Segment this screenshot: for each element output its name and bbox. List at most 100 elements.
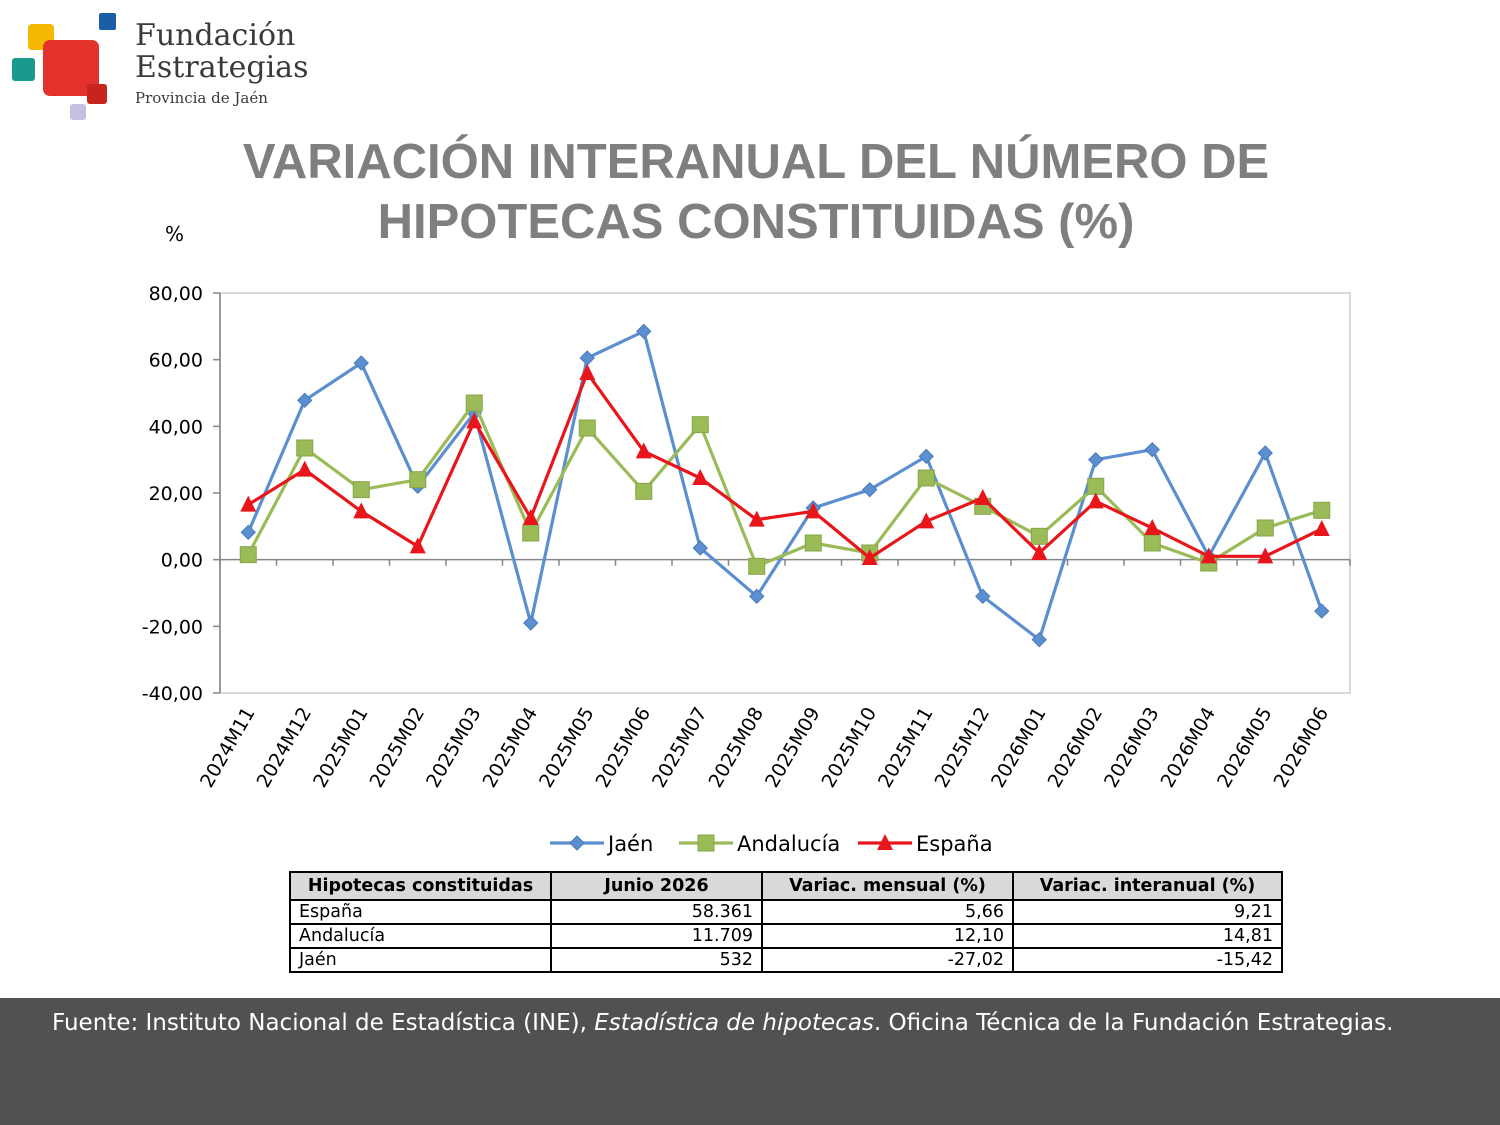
y-tick-label: 20,00 bbox=[149, 483, 203, 505]
x-tick-label: 2025M03 bbox=[422, 704, 486, 792]
data-point bbox=[1313, 501, 1331, 519]
x-tick-label: 2025M12 bbox=[931, 704, 995, 792]
table-row: Andalucía 11.709 12,10 14,81 bbox=[289, 923, 1283, 949]
data-point bbox=[353, 355, 369, 371]
legend-marker bbox=[569, 835, 585, 851]
x-tick-label: 2025M11 bbox=[874, 704, 938, 792]
data-point bbox=[1031, 631, 1047, 648]
legend: Jaén Andalucía España bbox=[550, 832, 993, 856]
data-point bbox=[523, 615, 539, 631]
footer: Fuente: Instituto Nacional de Estadístic… bbox=[0, 998, 1500, 1125]
x-tick-label: 2025M08 bbox=[705, 704, 769, 792]
data-point bbox=[522, 509, 539, 525]
line-chart: 80,00 60,00 40,00 20,00 0,00 -20,00 -40,00 202… bbox=[142, 283, 1351, 856]
table-cell: -15,42 bbox=[1012, 947, 1283, 973]
x-tick-label: 2026M02 bbox=[1044, 704, 1108, 792]
table-header-cell: Hipotecas constituidas bbox=[289, 871, 552, 901]
data-point bbox=[861, 549, 878, 565]
legend-label: Andalucía bbox=[737, 832, 840, 856]
data-point bbox=[691, 416, 709, 434]
logo-square-lavender bbox=[70, 104, 86, 120]
data-point bbox=[239, 546, 257, 564]
data-point bbox=[918, 512, 935, 529]
data-point bbox=[1257, 445, 1273, 461]
logo-square-blue bbox=[99, 13, 116, 30]
x-tick-label: 2025M01 bbox=[309, 704, 373, 792]
data-point bbox=[1144, 441, 1160, 458]
source-publication: Estadística de hipotecas bbox=[594, 1010, 874, 1036]
data-point bbox=[1088, 451, 1104, 468]
logo-square-teal bbox=[12, 58, 35, 81]
x-tick-label: 2025M07 bbox=[648, 704, 712, 792]
logo-text-line1: Fundación bbox=[135, 18, 296, 53]
table-header-row: Hipotecas constituidas Junio 2026 Variac… bbox=[289, 871, 1283, 901]
series-line bbox=[246, 329, 1324, 642]
logo: Fundación Estrategias Provincia de Jaén bbox=[0, 0, 320, 125]
legend-label: Jaén bbox=[606, 832, 653, 856]
y-tick-label: 40,00 bbox=[149, 416, 203, 438]
table-cell: -27,02 bbox=[761, 947, 1014, 973]
y-tick-label: 0,00 bbox=[161, 550, 203, 572]
table-cell: 14,81 bbox=[1012, 923, 1283, 949]
data-point bbox=[975, 588, 991, 605]
data-point bbox=[296, 439, 314, 457]
series-jaen bbox=[240, 323, 1330, 648]
legend-marker bbox=[877, 834, 893, 850]
data-point bbox=[805, 502, 822, 519]
data-point bbox=[974, 489, 991, 505]
data-point bbox=[1087, 477, 1105, 495]
x-tick-label: 2026M03 bbox=[1100, 704, 1164, 792]
plot-area bbox=[219, 292, 1351, 694]
data-point bbox=[466, 412, 483, 429]
chart-title-line2: HIPOTECAS CONSTITUIDAS (%) bbox=[377, 195, 1135, 249]
data-point bbox=[352, 481, 370, 499]
table-cell: España bbox=[289, 899, 552, 925]
table-cell: 5,66 bbox=[761, 899, 1014, 925]
legend-label: España bbox=[916, 832, 993, 856]
data-point bbox=[1200, 547, 1217, 564]
logo-mark bbox=[12, 13, 116, 120]
x-tick-label: 2024M11 bbox=[196, 704, 260, 792]
data-point bbox=[1257, 547, 1274, 564]
data-point bbox=[240, 495, 257, 512]
data-point bbox=[1031, 544, 1048, 560]
table-header-cell: Junio 2026 bbox=[550, 871, 763, 901]
source-text: Fuente: Instituto Nacional de Estadístic… bbox=[52, 1010, 595, 1036]
data-point bbox=[917, 469, 935, 487]
table-cell: Andalucía bbox=[289, 923, 552, 949]
chart-title: VARIACIÓN INTERANUAL DEL NÚMERO DE HIPOT… bbox=[0, 132, 1500, 252]
logo-text-line2: Estrategias bbox=[135, 50, 309, 85]
y-axis-unit-label: % bbox=[165, 222, 185, 246]
data-point bbox=[579, 364, 596, 380]
table-cell: Jaén bbox=[289, 947, 552, 973]
chart-title-line1: VARIACIÓN INTERANUAL DEL NÚMERO DE bbox=[242, 135, 1270, 189]
table-header-cell: Variac. mensual (%) bbox=[761, 871, 1014, 901]
data-point bbox=[409, 537, 426, 554]
x-tick-label: 2025M09 bbox=[761, 704, 825, 792]
table-row: Jaén 532 -27,02 -15,42 bbox=[289, 947, 1283, 973]
x-tick-label: 2025M06 bbox=[592, 704, 656, 792]
x-tick-label: 2026M04 bbox=[1157, 704, 1221, 792]
x-tick-label: 2026M06 bbox=[1270, 704, 1334, 792]
table-cell: 58.361 bbox=[550, 899, 763, 925]
data-point bbox=[918, 448, 934, 465]
legend-item: Andalucía bbox=[679, 832, 840, 856]
table-cell: 9,21 bbox=[1012, 899, 1283, 925]
table-cell: 532 bbox=[550, 947, 763, 973]
data-point bbox=[1087, 492, 1104, 509]
table-cell: 12,10 bbox=[761, 923, 1014, 949]
data-point bbox=[465, 394, 483, 412]
series-line bbox=[247, 371, 1323, 560]
x-tick-label: 2025M05 bbox=[535, 704, 599, 792]
legend-marker bbox=[697, 834, 715, 852]
logo-text-line3: Provincia de Jaén bbox=[135, 89, 268, 107]
table-header-cell: Variac. interanual (%) bbox=[1012, 871, 1283, 901]
series-layer bbox=[239, 323, 1331, 648]
x-tick-label: 2025M02 bbox=[366, 704, 430, 792]
logo-square-red bbox=[43, 40, 99, 96]
data-point bbox=[692, 540, 708, 556]
source-note: Fuente: Instituto Nacional de Estadístic… bbox=[52, 1010, 1393, 1036]
legend-item: España bbox=[858, 832, 993, 856]
data-point bbox=[635, 442, 652, 459]
data-point bbox=[635, 482, 653, 500]
